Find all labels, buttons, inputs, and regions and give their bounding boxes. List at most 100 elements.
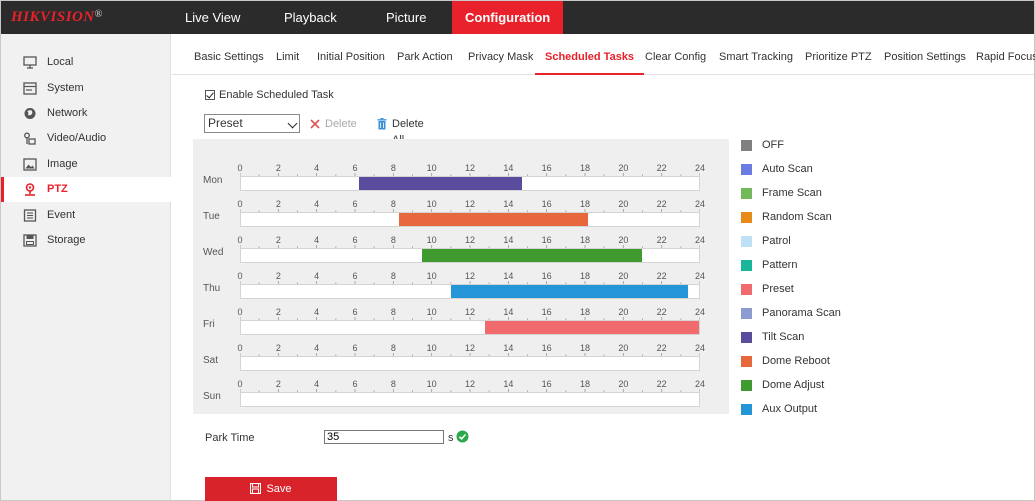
hour-tick-label: 2 xyxy=(275,307,281,317)
hour-tick-label: 4 xyxy=(314,307,320,317)
schedule-segment[interactable] xyxy=(450,285,688,298)
delete-button[interactable]: Delete xyxy=(310,116,357,132)
hour-tick-label: 0 xyxy=(237,199,243,209)
legend-swatch xyxy=(741,211,752,223)
hour-tick-label: 10 xyxy=(426,307,437,317)
hour-tick-label: 22 xyxy=(656,307,667,317)
hour-tick-label: 0 xyxy=(237,343,243,353)
legend-swatch xyxy=(741,355,752,367)
task-type-select[interactable]: Preset xyxy=(204,114,300,133)
brand-logo: HIKVISION® xyxy=(11,9,103,25)
legend-label: Tilt Scan xyxy=(762,331,805,343)
hour-tick-label: 18 xyxy=(579,235,591,245)
schedule-segment[interactable] xyxy=(485,321,699,334)
hour-tick-label: 10 xyxy=(426,379,437,389)
globe-icon xyxy=(24,108,36,119)
sidebar-item-local[interactable]: Local xyxy=(1,50,171,75)
tab-position-settings[interactable]: Position Settings xyxy=(884,51,966,63)
hour-tick-label: 4 xyxy=(314,163,320,173)
topnav-playback[interactable]: Playback xyxy=(284,10,337,25)
hour-tick-label: 0 xyxy=(237,235,243,245)
tab-park-action[interactable]: Park Action xyxy=(397,51,453,63)
tab-limit[interactable]: Limit xyxy=(276,51,300,63)
hour-tick-label: 14 xyxy=(503,343,514,353)
legend-label: Dome Reboot xyxy=(762,355,830,367)
topnav-live-view[interactable]: Live View xyxy=(185,10,241,25)
tab-initial-position[interactable]: Initial Position xyxy=(317,51,385,63)
minor-ticks xyxy=(240,173,700,176)
legend-item: Auto Scan xyxy=(741,163,813,175)
tab-smart-tracking[interactable]: Smart Tracking xyxy=(719,51,793,63)
sidebar-item-image[interactable]: Image xyxy=(1,152,171,177)
topnav-picture[interactable]: Picture xyxy=(386,10,427,25)
legend-item: Random Scan xyxy=(741,211,832,223)
day-label: Tue xyxy=(203,211,220,222)
hour-tick-label: 16 xyxy=(541,379,552,389)
hour-tick-label: 4 xyxy=(314,271,320,281)
day-label: Wed xyxy=(203,247,224,258)
sidebar-item-storage[interactable]: Storage xyxy=(1,228,171,253)
legend-label: Dome Adjust xyxy=(762,379,825,391)
save-button[interactable]: Save xyxy=(205,477,337,501)
legend-item: Aux Output xyxy=(741,403,817,415)
legend-label: Panorama Scan xyxy=(762,307,841,319)
hour-tick-label: 18 xyxy=(579,343,591,353)
sidebar-item-system[interactable]: System xyxy=(1,76,171,101)
system-icon xyxy=(23,82,37,95)
hour-tick-label: 14 xyxy=(503,163,514,173)
hour-tick-label: 4 xyxy=(314,235,320,245)
schedule-segment[interactable] xyxy=(399,213,589,226)
tab-prioritize-ptz[interactable]: Prioritize PTZ xyxy=(805,51,872,63)
hour-tick-label: 6 xyxy=(352,379,358,389)
schedule-row-sat: Sat 0 2 4 6 8 10 12 14 16 18 20 22 24 xyxy=(193,331,729,371)
check-circle-icon xyxy=(456,430,469,443)
hour-tick-label: 2 xyxy=(275,379,281,389)
enable-scheduled-task-checkbox[interactable] xyxy=(205,90,215,100)
schedule-track[interactable] xyxy=(240,392,700,407)
hour-tick-label: 14 xyxy=(503,235,514,245)
schedule-track[interactable] xyxy=(240,176,700,191)
sidebar-item-event[interactable]: Event xyxy=(1,203,171,228)
schedule-segment[interactable] xyxy=(422,249,642,262)
minor-ticks xyxy=(240,209,700,212)
sidebar: Local System Network Video/Audio Image P… xyxy=(1,34,171,500)
tab-rapid-focus[interactable]: Rapid Focus xyxy=(976,51,1035,63)
schedule-track[interactable] xyxy=(240,320,700,335)
schedule-row-mon: Mon 0 2 4 6 8 10 12 14 16 18 20 22 24 xyxy=(193,151,729,191)
schedule-row-fri: Fri 0 2 4 6 8 10 12 14 16 18 20 22 24 xyxy=(193,295,729,335)
tab-basic-settings[interactable]: Basic Settings xyxy=(194,51,264,63)
tab-privacy-mask[interactable]: Privacy Mask xyxy=(468,51,534,63)
hour-tick-label: 24 xyxy=(694,235,706,245)
delete-all-button[interactable]: Delete All xyxy=(377,116,424,146)
video-audio-icon xyxy=(24,132,36,145)
schedule-segment[interactable] xyxy=(359,177,522,190)
legend-swatch xyxy=(741,379,752,391)
hour-tick-label: 6 xyxy=(352,271,358,281)
hour-tick-label: 22 xyxy=(656,199,667,209)
legend-swatch xyxy=(741,235,752,247)
hour-tick-label: 20 xyxy=(618,199,629,209)
hour-tick-label: 24 xyxy=(694,307,706,317)
schedule-track[interactable] xyxy=(240,212,700,227)
hour-tick-labels: 0 2 4 6 8 10 12 14 16 18 20 22 24 xyxy=(237,235,705,245)
sidebar-item-label: Event xyxy=(47,209,76,221)
tab-scheduled-tasks[interactable]: Scheduled Tasks xyxy=(535,34,645,75)
hour-tick-label: 2 xyxy=(275,199,281,209)
topnav-configuration[interactable]: Configuration xyxy=(452,1,564,34)
hour-tick-label: 18 xyxy=(579,163,591,173)
park-time-input[interactable] xyxy=(324,430,444,444)
schedule-track[interactable] xyxy=(240,356,700,371)
legend-swatch xyxy=(741,139,752,151)
hour-tick-label: 2 xyxy=(275,271,281,281)
schedule-track[interactable] xyxy=(240,284,700,299)
legend-label: Auto Scan xyxy=(762,163,813,175)
top-bar: HIKVISION® Live View Playback Picture Co… xyxy=(1,1,1034,34)
sidebar-item-video-audio[interactable]: Video/Audio xyxy=(1,126,171,151)
sidebar-item-network[interactable]: Network xyxy=(1,101,171,126)
legend-swatch xyxy=(741,163,752,175)
hour-tick-label: 4 xyxy=(314,199,320,209)
tab-clear-config[interactable]: Clear Config xyxy=(645,51,707,63)
schedule-track[interactable] xyxy=(240,248,700,263)
sidebar-item-ptz[interactable]: PTZ xyxy=(1,177,171,202)
sidebar-item-label: PTZ xyxy=(47,183,68,195)
